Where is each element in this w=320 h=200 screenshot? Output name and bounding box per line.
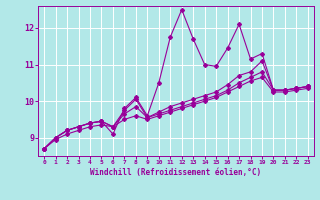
X-axis label: Windchill (Refroidissement éolien,°C): Windchill (Refroidissement éolien,°C) <box>91 168 261 177</box>
